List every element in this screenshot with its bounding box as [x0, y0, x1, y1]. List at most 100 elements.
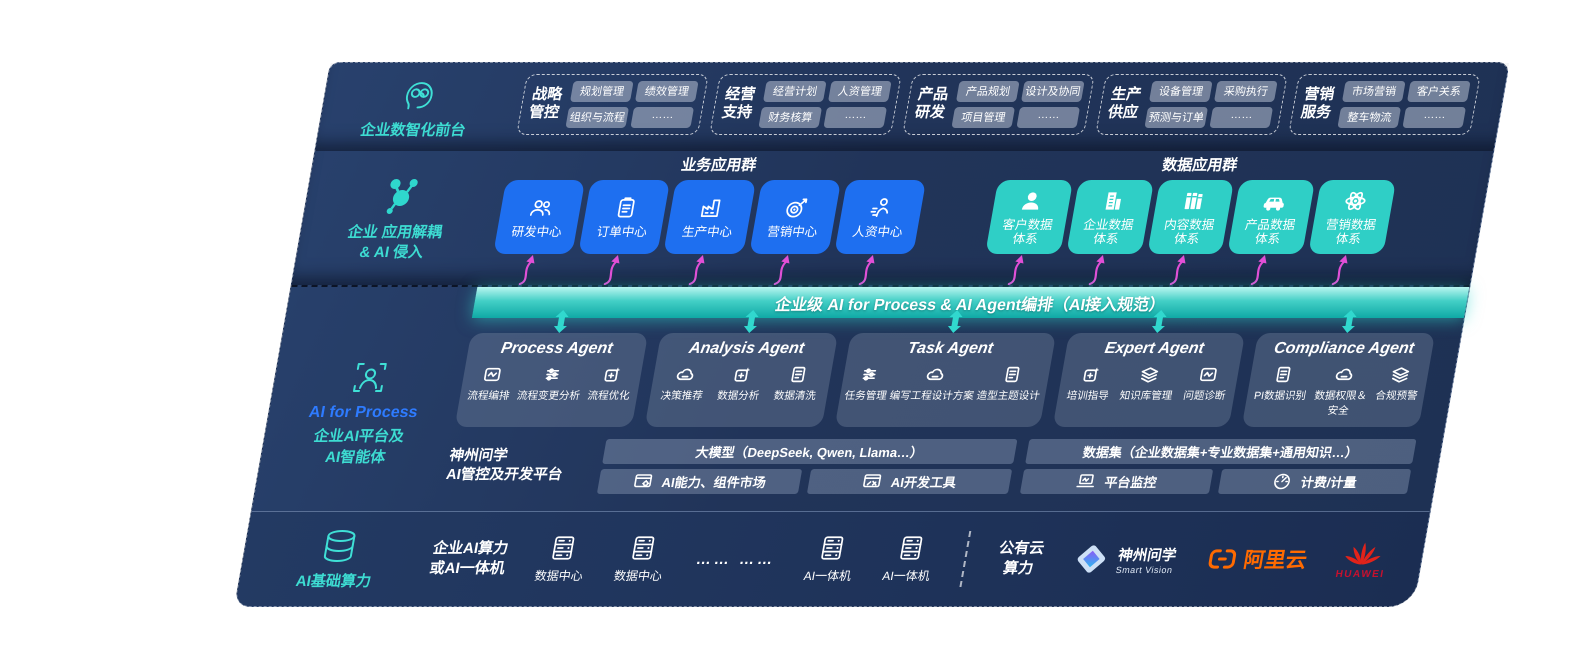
front-group-label: 生产供应 — [1106, 86, 1143, 122]
hr-people-icon — [866, 195, 897, 221]
agent-item: 知识库管理 — [1118, 365, 1177, 403]
server-icon — [896, 534, 927, 562]
agent-items: 决策推荐 数据分析 数据清洗 — [654, 365, 827, 403]
smartvision-name-en: Smart Vision — [1114, 564, 1174, 575]
pink-flow-arrow — [772, 255, 799, 285]
agent-item: 数据权限＆安全 — [1308, 365, 1374, 418]
data-tile-marketing: 营销数据体系 — [1308, 180, 1397, 255]
front-group-chips: 设备管理 采购执行 预测与订单 …… — [1144, 80, 1278, 128]
data-tile-customer: 客户数据体系 — [985, 180, 1073, 255]
workflow-icon — [481, 365, 503, 384]
ai-layer-label-zh2: AI智能体 — [323, 448, 387, 466]
front-group-chips: 市场营销 客户关系 整车物流 …… — [1337, 80, 1471, 128]
huawei-flower-icon — [1345, 542, 1381, 565]
huawei-name: HUAWEI — [1334, 569, 1386, 581]
models-sub-row: AI能力、组件市场 AI开发工具 — [596, 468, 1012, 494]
orchestration-band-wrap: 企业级 AI for Process & AI Agent编排（AI接入规范） — [286, 285, 1470, 319]
styling-design-icon — [1001, 365, 1023, 384]
data-analysis-icon — [731, 365, 753, 384]
agent-title: Analysis Agent — [687, 340, 806, 358]
tile-column: 生产中心 — [658, 180, 756, 285]
datacenter-node: 数据中心 — [613, 534, 670, 584]
front-group-label: 战略管控 — [527, 86, 564, 122]
architecture-panel: 企业数智化前台 战略管控 规划管理 绩效管理 组织与流程 …… 经营支持 经营计… — [233, 62, 1510, 607]
infrastructure-layer: AI基础算力 企业AI算力 或AI一体机 数据中心 数据中心 …… …… AI一… — [235, 511, 1430, 606]
tile-column: 内容数据体系 — [1141, 180, 1235, 285]
target-icon — [781, 195, 812, 221]
public-cloud-label: 公有云 算力 — [997, 539, 1046, 578]
digital-brain-icon — [405, 81, 433, 110]
agent-item: 问题诊断 — [1182, 365, 1231, 403]
ai-platform-layer: AI for Process 企业AI平台及 AI智能体 Process Age… — [253, 318, 1464, 504]
capability-chip: 人资管理 — [828, 80, 892, 102]
datasets-bar: 数据集（企业数据集+专业数据集+通用知识…） — [1024, 438, 1417, 464]
team-icon — [526, 195, 557, 221]
agent-title: Process Agent — [499, 340, 615, 358]
front-group-chips: 经营计划 人资管理 财务核算 …… — [758, 80, 892, 128]
capability-chip: 组织与流程 — [565, 106, 630, 128]
datacenter-node: 数据中心 — [533, 534, 590, 584]
agent-item: 数据清洗 — [773, 365, 822, 403]
app-tile-hr-center: 人资中心 — [833, 180, 927, 255]
capability-chip: 预测与订单 — [1144, 106, 1209, 128]
agent-items: 任务管理 编写工程设计方案 造型主题设计 — [843, 365, 1045, 403]
ai-appliance-node: AI一体机 — [881, 534, 937, 584]
huawei-logo: HUAWEI — [1335, 538, 1391, 580]
pink-flow-arrow — [601, 255, 628, 285]
capability-chip: 采购执行 — [1214, 80, 1278, 102]
agent-items: 培训指导 知识库管理 问题诊断 — [1061, 365, 1234, 403]
business-group-title: 业务应用群 — [679, 157, 758, 175]
front-office-groups: 战略管控 规划管理 绩效管理 组织与流程 …… 经营支持 经营计划 人资管理 财… — [503, 63, 1509, 151]
tile-column: 客户数据体系 — [980, 180, 1073, 285]
pink-flow-arrow — [1006, 255, 1033, 285]
billing-box: 计费/计量 — [1217, 468, 1412, 494]
agent-item: 培训指导 — [1065, 365, 1114, 403]
agent-items: 流程编排 流程变更分析 流程优化 — [464, 365, 637, 403]
agent-card-compliance: Compliance Agent PI数据识别 数据权限＆安全 合规预警 — [1241, 333, 1436, 428]
tile-column: 产品数据体系 — [1222, 180, 1316, 285]
front-office-layer: 企业数智化前台 战略管控 规划管理 绩效管理 组织与流程 …… 经营支持 经营计… — [315, 63, 1509, 151]
agent-card-expert: Expert Agent 培训指导 知识库管理 问题诊断 — [1052, 333, 1246, 428]
capability-chip: 客户关系 — [1407, 80, 1471, 102]
pink-flow-arrow — [687, 255, 714, 285]
ai-appliance-node: AI一体机 — [802, 534, 858, 584]
app-tile-rnd-center: 研发中心 — [493, 180, 586, 255]
teal-connector-arrow — [1150, 310, 1169, 333]
window-gear-icon — [631, 471, 655, 491]
front-group: 生产供应 设备管理 采购执行 预测与订单 …… — [1095, 73, 1288, 135]
models-group: 大模型（DeepSeek, Qwen, Llama…） AI能力、组件市场 AI… — [596, 438, 1018, 494]
app-layer-label-block: 企业 应用解耦 & AI 侵入 — [292, 151, 504, 285]
front-office-label-block: 企业数智化前台 — [315, 63, 519, 151]
app-tile-marketing-center: 营销中心 — [748, 180, 841, 255]
molecule-icon — [386, 178, 418, 214]
agent-item: 流程优化 — [586, 365, 635, 403]
laptop-monitor-icon — [1074, 471, 1098, 491]
knowledge-base-icon — [1139, 365, 1161, 384]
app-tile-order-center: 订单中心 — [578, 180, 671, 255]
agent-item: 流程变更分析 — [516, 365, 586, 403]
pink-flow-arrow — [1168, 255, 1195, 285]
books-icon — [1178, 188, 1209, 214]
front-group: 战略管控 规划管理 绩效管理 组织与流程 …… — [516, 73, 709, 135]
app-layer-label-line2: & AI 侵入 — [358, 244, 425, 262]
front-group: 产品研发 产品规划 设计及协同 项目管理 …… — [902, 73, 1095, 135]
agent-item: 合规预警 — [1371, 365, 1422, 418]
business-tiles: 研发中心 订单中心 生产中心 营销中心 — [488, 180, 927, 285]
data-group-title: 数据应用群 — [1160, 157, 1239, 175]
front-group: 营销服务 市场营销 客户关系 整车物流 …… — [1288, 73, 1481, 135]
teal-connector-arrow — [552, 310, 571, 333]
window-tools-icon — [861, 471, 885, 491]
tile-column: 营销中心 — [743, 180, 841, 285]
agent-item: 任务管理 — [843, 365, 892, 403]
capability-chip: 市场营销 — [1342, 80, 1406, 102]
teal-connector-arrow — [946, 310, 965, 333]
data-tile-enterprise: 企业数据体系 — [1065, 180, 1154, 255]
platform-label-line1: 神州问学 — [448, 447, 510, 464]
dev-tools-box: AI开发工具 — [806, 468, 1012, 494]
pink-flow-arrow — [1087, 255, 1114, 285]
agent-title: Compliance Agent — [1272, 340, 1416, 358]
capability-chip: …… — [823, 106, 888, 128]
capability-chip: 设计及协同 — [1021, 80, 1085, 102]
agent-items: PI数据识别 数据权限＆安全 合规预警 — [1248, 365, 1424, 418]
ai-layer-label-block: AI for Process 企业AI平台及 AI智能体 — [253, 318, 474, 504]
